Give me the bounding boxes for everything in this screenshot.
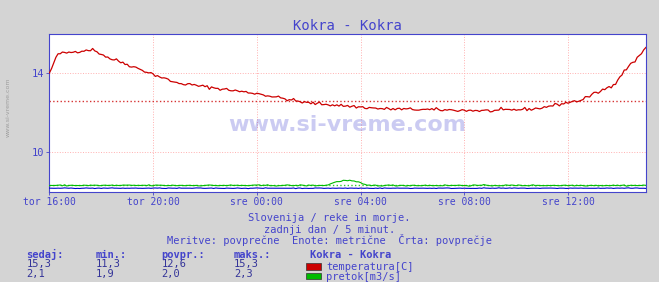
Text: maks.:: maks.: — [234, 250, 272, 260]
Text: 15,3: 15,3 — [26, 259, 51, 269]
Text: temperatura[C]: temperatura[C] — [326, 262, 414, 272]
Text: zadnji dan / 5 minut.: zadnji dan / 5 minut. — [264, 225, 395, 235]
Text: 2,3: 2,3 — [234, 269, 252, 279]
Text: Meritve: povprečne  Enote: metrične  Črta: povprečje: Meritve: povprečne Enote: metrične Črta:… — [167, 234, 492, 246]
Text: sedaj:: sedaj: — [26, 249, 64, 260]
Text: min.:: min.: — [96, 250, 127, 260]
Text: 2,1: 2,1 — [26, 269, 45, 279]
Text: 12,6: 12,6 — [161, 259, 186, 269]
Text: www.si-vreme.com: www.si-vreme.com — [5, 78, 11, 137]
Text: Slovenija / reke in morje.: Slovenija / reke in morje. — [248, 213, 411, 223]
Text: povpr.:: povpr.: — [161, 250, 205, 260]
Text: 1,9: 1,9 — [96, 269, 114, 279]
Text: 2,0: 2,0 — [161, 269, 180, 279]
Text: pretok[m3/s]: pretok[m3/s] — [326, 272, 401, 282]
Text: Kokra - Kokra: Kokra - Kokra — [310, 250, 391, 260]
Text: www.si-vreme.com: www.si-vreme.com — [229, 115, 467, 135]
Title: Kokra - Kokra: Kokra - Kokra — [293, 19, 402, 33]
Text: 11,3: 11,3 — [96, 259, 121, 269]
Text: 15,3: 15,3 — [234, 259, 259, 269]
